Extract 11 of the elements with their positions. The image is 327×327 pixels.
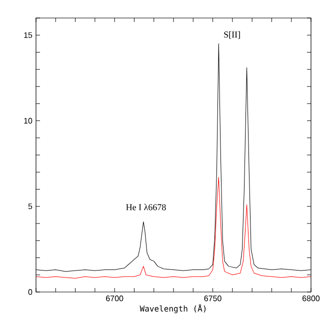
annotation: He I λ6678 xyxy=(126,204,166,210)
y-tick-label: 10 xyxy=(24,118,32,124)
y-tick-label: 0 xyxy=(28,289,32,295)
x-axis-title: Wavelength (Å) xyxy=(140,304,206,314)
line-series xyxy=(36,177,311,279)
y-tick-label: 5 xyxy=(28,204,32,210)
y-tick-label: 15 xyxy=(24,32,32,38)
annotation: S[II] xyxy=(224,31,240,39)
x-tick-label: 6700 xyxy=(106,296,124,302)
x-tick-label: 6750 xyxy=(204,296,222,302)
x-tick-label: 6800 xyxy=(302,296,320,302)
